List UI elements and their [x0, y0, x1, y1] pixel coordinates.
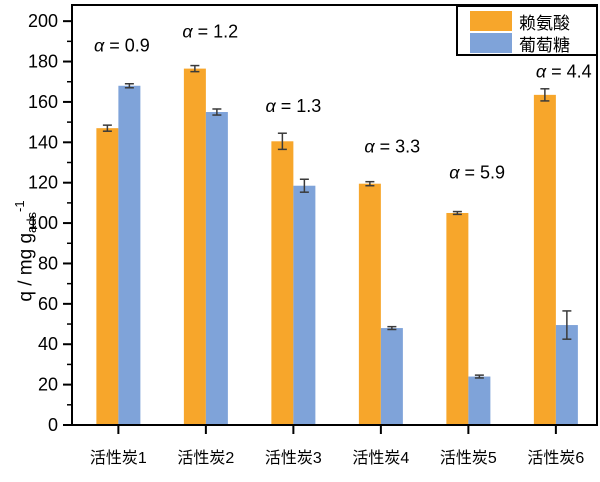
plot-frame — [71, 4, 598, 426]
x-tick-label: 活性炭6 — [527, 449, 584, 467]
lysine-legend-label: 赖氨酸 — [519, 13, 570, 33]
lysine-color-swatch — [470, 11, 512, 31]
y-tick-label: 180 — [28, 52, 58, 72]
y-tick-label: 120 — [28, 173, 58, 193]
bar-lysine-3 — [271, 141, 294, 425]
bar-lysine-5 — [446, 212, 469, 425]
alpha-annotation: α = 3.3 — [364, 136, 420, 156]
bar-glucose-5 — [468, 376, 491, 425]
y-axis-title: q / mg gads-1 — [8, 156, 39, 346]
legend-item-glucose: 葡萄糖 — [470, 32, 596, 55]
glucose-color-swatch — [470, 33, 512, 53]
x-tick-label: 活性炭2 — [177, 449, 234, 467]
alpha-annotation: α = 4.4 — [536, 62, 592, 82]
x-tick-label: 活性炭1 — [90, 449, 147, 467]
glucose-legend-label: 葡萄糖 — [519, 35, 570, 55]
bar-glucose-2 — [205, 112, 228, 426]
bar-lysine-2 — [183, 68, 206, 425]
y-tick-label: 40 — [38, 334, 58, 354]
bar-lysine-6 — [533, 94, 556, 425]
y-axis-title-superscript: -1 — [12, 200, 27, 212]
alpha-annotation: α = 1.2 — [182, 21, 238, 41]
legend: 赖氨酸 葡萄糖 — [456, 5, 598, 56]
y-tick-label: 60 — [38, 294, 58, 314]
bar-lysine-4 — [358, 183, 381, 425]
y-axis-title-text: q / mg g — [15, 232, 37, 302]
x-tick-label: 活性炭5 — [440, 449, 497, 467]
alpha-annotation: α = 5.9 — [449, 163, 505, 183]
y-axis-title-subscript: ads — [24, 211, 40, 233]
y-tick-label: 100 — [28, 213, 58, 233]
bar-glucose-6 — [555, 325, 578, 425]
alpha-annotation: α = 0.9 — [94, 35, 150, 55]
y-tick-label: 0 — [48, 415, 58, 435]
bar-glucose-4 — [380, 328, 403, 425]
legend-item-lysine: 赖氨酸 — [470, 10, 596, 33]
y-tick-label: 160 — [28, 92, 58, 112]
x-tick-label: 活性炭3 — [265, 449, 322, 467]
y-tick-label: 80 — [38, 253, 58, 273]
alpha-annotation: α = 1.3 — [265, 96, 321, 116]
bar-glucose-3 — [293, 185, 316, 425]
y-tick-label: 200 — [28, 11, 58, 31]
bar-lysine-1 — [96, 128, 119, 425]
x-tick-label: 活性炭4 — [352, 449, 409, 467]
bar-glucose-1 — [118, 85, 141, 426]
y-tick-label: 20 — [38, 375, 58, 395]
y-tick-label: 140 — [28, 132, 58, 152]
